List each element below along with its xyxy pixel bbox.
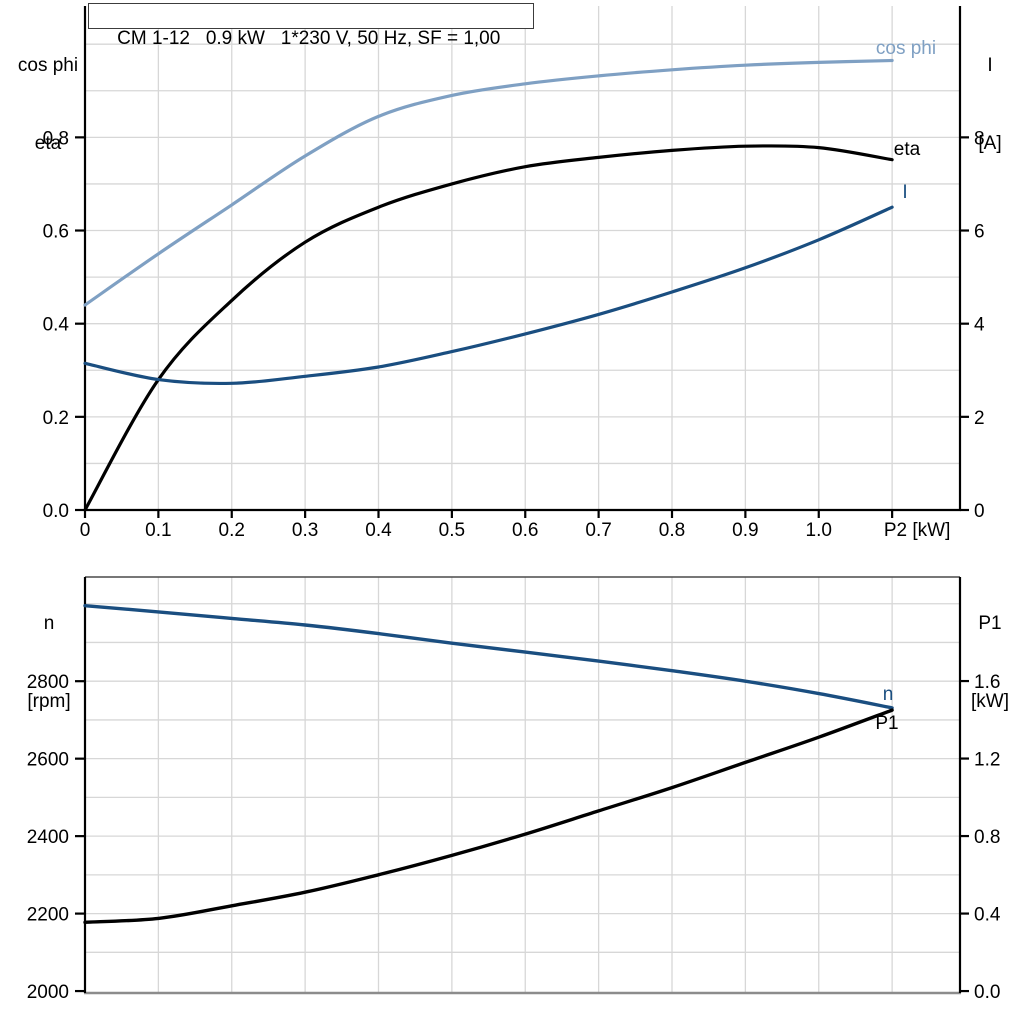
lower-right-axis-title-line2: [kW] xyxy=(971,691,1009,712)
left-axis-tick-label: 0.2 xyxy=(43,408,69,429)
lower-left-axis-title-line1: n xyxy=(43,613,55,634)
x-axis-tick-label: 0.4 xyxy=(365,520,392,541)
right-axis-tick-label: 2 xyxy=(974,408,985,429)
left-axis-tick-label: 2600 xyxy=(27,750,69,771)
curve-label-eta: eta xyxy=(894,139,921,160)
left-axis-tick-label: 2400 xyxy=(27,827,69,848)
right-axis-tick-label: 0.8 xyxy=(974,827,1000,848)
left-axis-tick-label: 0.4 xyxy=(43,315,70,336)
lower-right-axis-title-line1: P1 xyxy=(978,613,1002,634)
x-axis-tick-label: 0.5 xyxy=(439,520,465,541)
left-axis-tick-label: 2200 xyxy=(27,905,69,926)
curve-cos-phi xyxy=(83,58,894,307)
right-axis-tick-label: 1.2 xyxy=(974,750,1000,771)
right-axis-tick-label: 8 xyxy=(974,128,985,149)
curve-speed xyxy=(83,604,894,710)
x-axis-tick-label: 0.8 xyxy=(659,520,685,541)
curve-label-cos-phi: cos phi xyxy=(876,38,936,59)
lower-right-axis-title: P1 [kW] xyxy=(959,559,1021,767)
x-axis-tick-label: 0.9 xyxy=(732,520,758,541)
curve-label-current: I xyxy=(902,182,907,203)
x-axis-title: P2 [kW] xyxy=(884,520,951,541)
upper-right-axis-title-line1: I xyxy=(987,55,993,76)
right-axis-tick-label: 0.4 xyxy=(974,905,1001,926)
right-axis-tick-label: 0.0 xyxy=(974,982,1000,1003)
curve-label-speed: n xyxy=(883,684,894,705)
upper-left-axis-title-line2: eta xyxy=(34,133,62,154)
right-axis-tick-label: 6 xyxy=(974,222,985,243)
lower-chart: 2000 2200 2400 2600 2800 0.0 0.4 0.8 1.2 1.6 n P1 xyxy=(27,576,1001,1003)
right-axis-tick-label: 0 xyxy=(974,501,985,522)
x-axis-tick-label: 0.1 xyxy=(145,520,171,541)
curve-current xyxy=(83,205,894,386)
upper-chart: 0.0 0.2 0.4 0.6 0.8 0 2 4 6 8 0 0.1 0.2 0.3 0.4 0.5 0.6 0… xyxy=(43,6,985,541)
upper-left-axis-title: cos phi eta xyxy=(8,1,88,209)
x-axis-tick-label: 0 xyxy=(80,520,91,541)
upper-right-axis-title-line2: [A] xyxy=(978,133,1002,154)
curve-input-power xyxy=(83,708,894,924)
curve-label-input-power: P1 xyxy=(875,713,898,734)
left-axis-tick-label: 0.8 xyxy=(43,128,69,149)
x-axis-tick-label: 0.6 xyxy=(512,520,538,541)
lower-left-axis-title-line2: [rpm] xyxy=(27,691,71,712)
x-axis-tick-label: 1.0 xyxy=(806,520,832,541)
left-axis-tick-label: 0.6 xyxy=(43,222,69,243)
left-axis-tick-label: 0.0 xyxy=(43,501,69,522)
upper-left-axis-title-line1: cos phi xyxy=(17,55,79,76)
x-axis-tick-label: 0.2 xyxy=(219,520,245,541)
x-axis-tick-label: 0.3 xyxy=(292,520,318,541)
pump-title-text: CM 1-12 0.9 kW 1*230 V, 50 Hz, SF = 1,00 xyxy=(117,28,501,49)
x-axis-tick-label: 0.7 xyxy=(585,520,611,541)
curve-eta xyxy=(83,144,894,512)
right-axis-tick-label: 1.6 xyxy=(974,672,1000,693)
left-axis-tick-label: 2800 xyxy=(27,672,69,693)
upper-right-axis-title: I [A] xyxy=(958,1,1022,209)
left-axis-tick-label: 2000 xyxy=(27,982,69,1003)
pump-title-box: CM 1-12 0.9 kW 1*230 V, 50 Hz, SF = 1,00 xyxy=(88,3,534,49)
lower-left-axis-title: n [rpm] xyxy=(16,559,82,767)
right-axis-tick-label: 4 xyxy=(974,315,985,336)
